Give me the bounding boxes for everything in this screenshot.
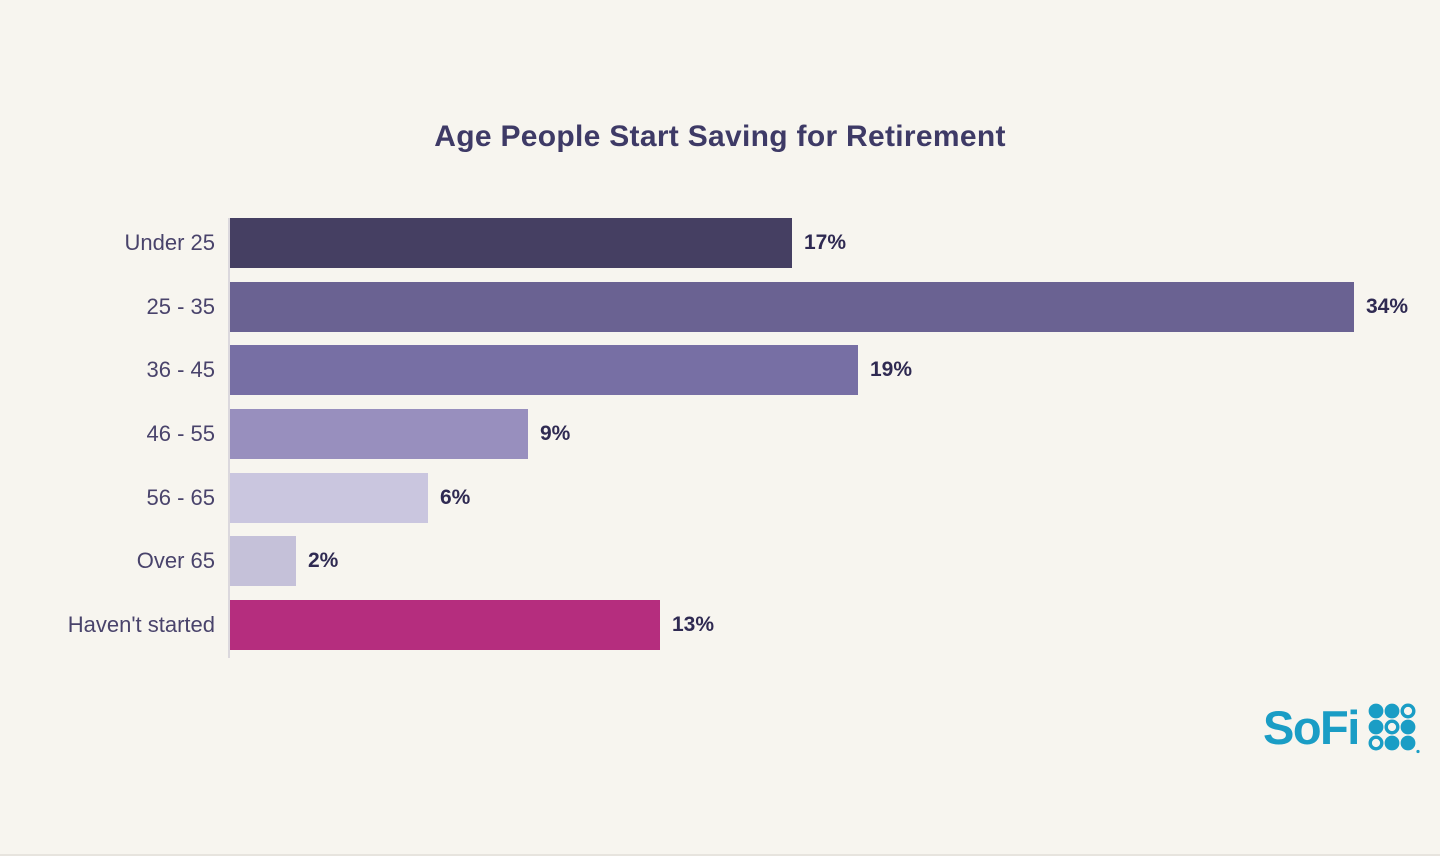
value-label: 17%	[804, 231, 847, 254]
value-label: 13%	[672, 613, 715, 637]
y-axis-line	[228, 218, 230, 658]
bar[interactable]	[230, 218, 792, 268]
value-label: 6%	[440, 485, 471, 509]
value-label: 19%	[870, 358, 913, 382]
bar[interactable]	[230, 536, 296, 587]
category-label: 25 - 35	[146, 293, 216, 319]
sofi-logo-text: SoFi	[1263, 700, 1360, 754]
sofi-logo: SoFi	[1263, 703, 1420, 755]
category-label: 36 - 45	[146, 357, 216, 383]
category-label: 46 - 55	[146, 421, 216, 447]
bar-row: Over 65 2%	[0, 536, 1440, 587]
bar[interactable]	[230, 345, 858, 396]
bar-row: 25 - 35 34%	[0, 281, 1440, 332]
category-label: Over 65	[136, 548, 215, 574]
bar[interactable]	[230, 409, 528, 460]
bar[interactable]	[230, 281, 1354, 332]
value-label: 2%	[308, 549, 339, 573]
bar-row: Under 25 17%	[0, 218, 1440, 268]
category-label: Under 25	[124, 230, 215, 255]
bar[interactable]	[230, 600, 660, 651]
bar-row: Haven't started 13%	[0, 600, 1440, 651]
value-label: 34%	[1366, 294, 1409, 318]
category-label: 56 - 65	[146, 484, 216, 510]
bar-chart: Under 25 17% 25 - 35 34% 36 - 45 19% 46 …	[0, 218, 1440, 664]
category-label: Haven't started	[67, 612, 215, 638]
bar-row: 46 - 55 9%	[0, 409, 1440, 460]
sofi-logo-dots-icon	[1368, 703, 1420, 754]
chart-title: Age People Start Saving for Retirement	[434, 120, 1006, 153]
bar[interactable]	[230, 472, 428, 523]
bar-row: 36 - 45 19%	[0, 345, 1440, 396]
bar-row: 56 - 65 6%	[0, 472, 1440, 523]
value-label: 9%	[540, 422, 571, 446]
